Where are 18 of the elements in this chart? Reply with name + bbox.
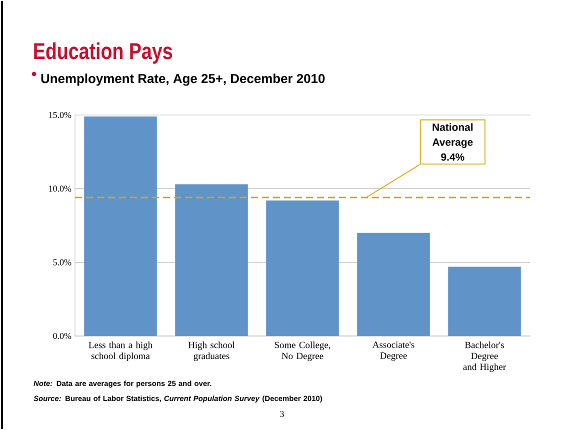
y-tick-label: 5.0% — [53, 259, 72, 266]
bar — [175, 184, 248, 336]
y-tick-label: 0.0% — [53, 332, 72, 340]
bar — [266, 200, 339, 336]
ref-line-label: National Average 9.4% — [432, 123, 473, 161]
bar — [357, 232, 430, 336]
x-tick-label: Some College, No Degree — [274, 342, 330, 362]
bar — [448, 266, 521, 336]
y-tick-label: 10.0% — [49, 186, 72, 192]
x-tick-label: Less than a high school diploma — [88, 342, 152, 362]
chart-title: Education Pays — [34, 42, 172, 64]
bar — [84, 116, 157, 336]
chart-subtitle: Unemployment Rate, Age 25+, December 2010 — [41, 74, 325, 86]
y-tick-label: 15.0% — [49, 112, 72, 118]
x-tick-label: High school graduates — [188, 342, 235, 362]
x-tick-label: Bachelor's Degree and Higher — [463, 342, 506, 372]
x-tick-label: Associate's Degree — [372, 342, 414, 361]
text: 3 — [280, 411, 284, 418]
